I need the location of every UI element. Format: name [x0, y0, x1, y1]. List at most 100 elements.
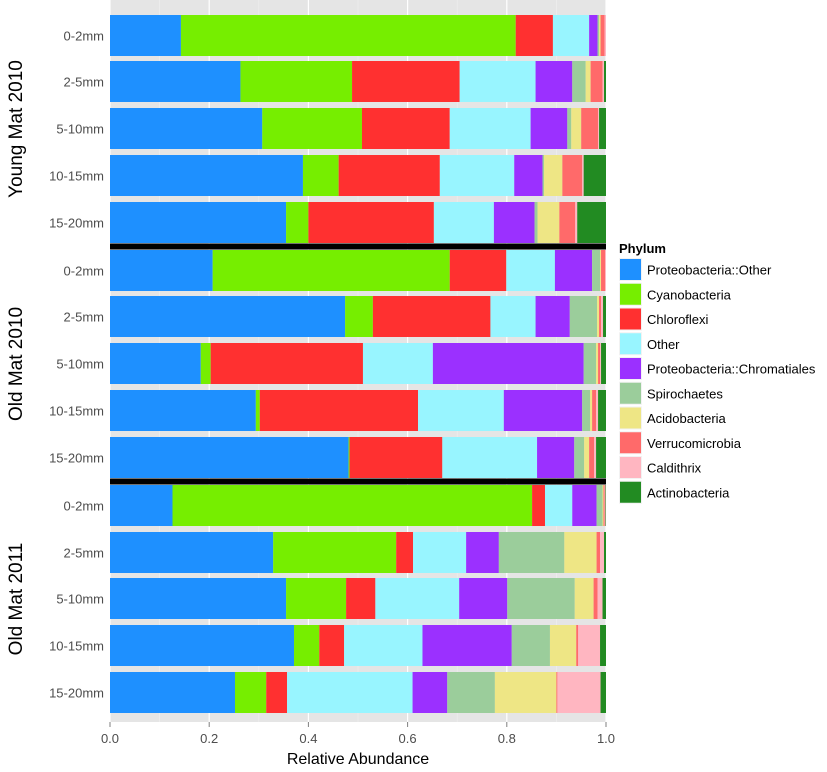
bar-segment-actinobacteria — [604, 532, 606, 573]
sample-label: 15-20mm — [49, 451, 104, 466]
bar-segment-acidobacteria — [495, 672, 557, 713]
bar-segment-caldithrix — [603, 61, 604, 102]
bar-segment-proteobacteria-chromatiales — [466, 532, 499, 573]
bar-segment-proteobacteria-other — [110, 155, 303, 196]
bar-segment-other — [375, 578, 459, 619]
bar-segment-verrucomicrobia — [599, 296, 601, 337]
sample-label: 0-2mm — [64, 264, 104, 279]
x-tick-label: 0.6 — [399, 731, 417, 746]
sample-label: 0-2mm — [64, 499, 104, 514]
legend-label: Spirochaetes — [647, 386, 723, 401]
bar-segment-proteobacteria-other — [110, 625, 294, 666]
group-label: Old Mat 2011 — [6, 543, 27, 656]
bar-segment-proteobacteria-other — [110, 532, 273, 573]
bar-segment-proteobacteria-other — [110, 485, 172, 526]
bar-segment-cyanobacteria — [273, 532, 396, 573]
bar-segment-cyanobacteria — [286, 202, 308, 243]
bar-segment-verrucomicrobia — [592, 390, 596, 431]
legend-item: Actinobacteria — [619, 481, 730, 504]
bar-segment-chloroflexi — [319, 625, 344, 666]
bar-segment-actinobacteria — [601, 343, 606, 384]
bar-row — [110, 485, 606, 526]
bar-row — [110, 61, 606, 102]
bar-segment-caldithrix — [596, 390, 598, 431]
bar-segment-chloroflexi — [396, 532, 413, 573]
bar-segment-other — [545, 485, 572, 526]
legend-item: Verrucomicrobia — [619, 431, 742, 454]
legend-label: Proteobacteria::Other — [647, 263, 772, 278]
bar-segment-cyanobacteria — [294, 625, 319, 666]
bar-segment-cyanobacteria — [181, 15, 516, 56]
bar-segment-caldithrix — [594, 437, 596, 478]
bar-segment-spirochaetes — [507, 578, 574, 619]
legend-key — [620, 309, 641, 330]
bar-segment-chloroflexi — [450, 250, 507, 291]
bar-segment-chloroflexi — [352, 61, 460, 102]
bar-segment-acidobacteria — [586, 61, 591, 102]
bar-segment-verrucomicrobia — [581, 108, 598, 149]
x-tick-label: 0.8 — [498, 731, 516, 746]
bar-segment-other — [460, 61, 536, 102]
bar-segment-cyanobacteria — [345, 296, 373, 337]
legend-label: Actinobacteria — [647, 485, 730, 500]
bar-segment-cyanobacteria — [303, 155, 339, 196]
legend-key — [620, 383, 641, 404]
sample-label: 5-10mm — [56, 592, 104, 607]
bar-row — [110, 672, 606, 713]
bar-segment-spirochaetes — [447, 672, 495, 713]
bar-segment-verrucomicrobia — [562, 155, 582, 196]
bar-segment-caldithrix — [582, 155, 583, 196]
bar-segment-chloroflexi — [350, 437, 443, 478]
bar-segment-spirochaetes — [570, 296, 597, 337]
legend-label: Proteobacteria::Chromatiales — [647, 362, 816, 377]
bar-segment-other — [553, 15, 589, 56]
legend-title: Phylum — [619, 241, 666, 256]
bar-segment-proteobacteria-chromatiales — [433, 343, 584, 384]
bar-segment-verrucomicrobia — [601, 15, 605, 56]
legend-label: Acidobacteria — [647, 411, 727, 426]
legend-item: Cyanobacteria — [619, 283, 732, 306]
bar-segment-cyanobacteria — [172, 485, 532, 526]
bar-segment-actinobacteria — [600, 625, 606, 666]
sample-label: 2-5mm — [64, 310, 104, 325]
bar-segment-actinobacteria — [599, 108, 606, 149]
bar-segment-spirochaetes — [574, 437, 584, 478]
bar-segment-spirochaetes — [592, 250, 600, 291]
bar-segment-chloroflexi — [532, 485, 545, 526]
bar-segment-other — [434, 202, 494, 243]
legend-key — [620, 259, 641, 280]
bar-row — [110, 578, 606, 619]
legend-item: Spirochaetes — [619, 382, 723, 405]
bar-segment-verrucomicrobia — [591, 61, 603, 102]
bar-segment-caldithrix — [598, 108, 599, 149]
bar-segment-caldithrix — [605, 485, 606, 526]
bar-segment-verrucomicrobia — [576, 625, 578, 666]
bar-segment-acidobacteria — [550, 625, 576, 666]
sample-label: 15-20mm — [49, 216, 104, 231]
sample-label: 2-5mm — [64, 546, 104, 561]
bar-segment-proteobacteria-other — [110, 390, 256, 431]
bar-segment-actinobacteria — [596, 437, 606, 478]
bar-segment-cyanobacteria — [262, 108, 362, 149]
legend-key — [620, 432, 641, 453]
sample-label: 2-5mm — [64, 75, 104, 90]
bar-segment-other — [440, 155, 514, 196]
bar-segment-acidobacteria — [590, 390, 592, 431]
bar-segment-chloroflexi — [260, 390, 418, 431]
legend-item: Other — [619, 332, 680, 355]
bar-segment-actinobacteria — [598, 390, 606, 431]
bar-segment-proteobacteria-chromatiales — [537, 437, 574, 478]
sample-label: 0-2mm — [64, 29, 104, 44]
sample-label: 10-15mm — [49, 169, 104, 184]
legend-key — [620, 333, 641, 354]
bar-segment-spirochaetes — [543, 155, 544, 196]
x-tick-label: 0.4 — [299, 731, 317, 746]
sample-label: 15-20mm — [49, 686, 104, 701]
bar-segment-actinobacteria — [601, 672, 606, 713]
bar-segment-other — [506, 250, 555, 291]
group-label: Young Mat 2010 — [6, 60, 27, 198]
bar-segment-acidobacteria — [597, 296, 599, 337]
bar-segment-cyanobacteria — [201, 343, 211, 384]
legend-label: Verrucomicrobia — [647, 436, 742, 451]
